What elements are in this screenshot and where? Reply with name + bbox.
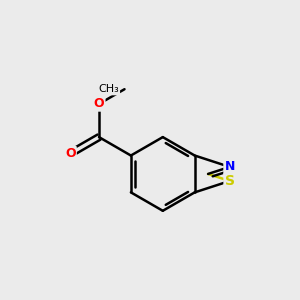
Text: S: S [225, 174, 235, 188]
Text: O: O [65, 147, 76, 160]
Text: N: N [224, 160, 235, 173]
Text: O: O [94, 98, 104, 110]
Text: CH₃: CH₃ [98, 84, 119, 94]
